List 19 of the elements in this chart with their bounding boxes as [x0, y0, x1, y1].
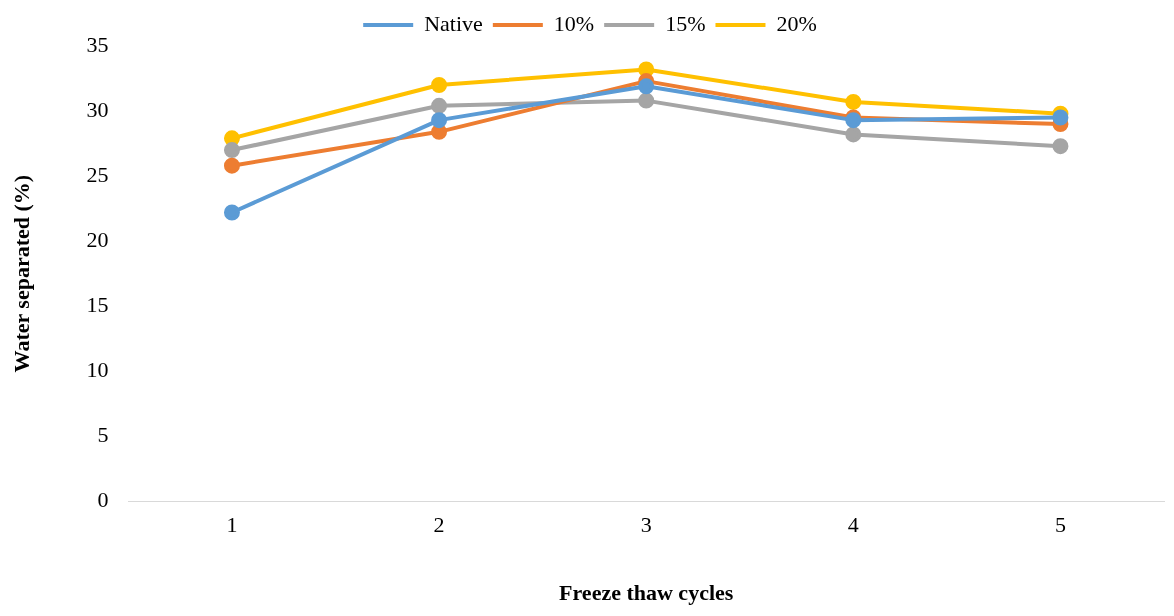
y-tick-label: 30: [86, 96, 109, 122]
y-tick-label: 25: [86, 161, 109, 187]
legend-label: 10%: [553, 10, 595, 36]
y-tick-label: 10: [86, 356, 109, 382]
x-tick-label: 1: [226, 512, 238, 538]
y-tick-label: 15: [86, 291, 109, 317]
y-tick-label: 0: [97, 486, 109, 512]
x-tick-label: 4: [847, 512, 859, 538]
x-tick-label: 2: [433, 512, 445, 538]
x-tick-label: 5: [1054, 512, 1066, 538]
y-tick-label: 20: [86, 226, 109, 252]
x-axis-title: Freeze thaw cycles: [559, 580, 734, 606]
y-axis-title: Water separated (%): [8, 174, 34, 373]
legend-label: 20%: [776, 10, 817, 36]
y-tick-label: 35: [86, 31, 109, 57]
legend-label: Native: [424, 10, 483, 36]
x-tick-label: 3: [640, 512, 652, 538]
legend-label: 15%: [665, 10, 706, 36]
y-tick-label: 5: [97, 421, 109, 447]
